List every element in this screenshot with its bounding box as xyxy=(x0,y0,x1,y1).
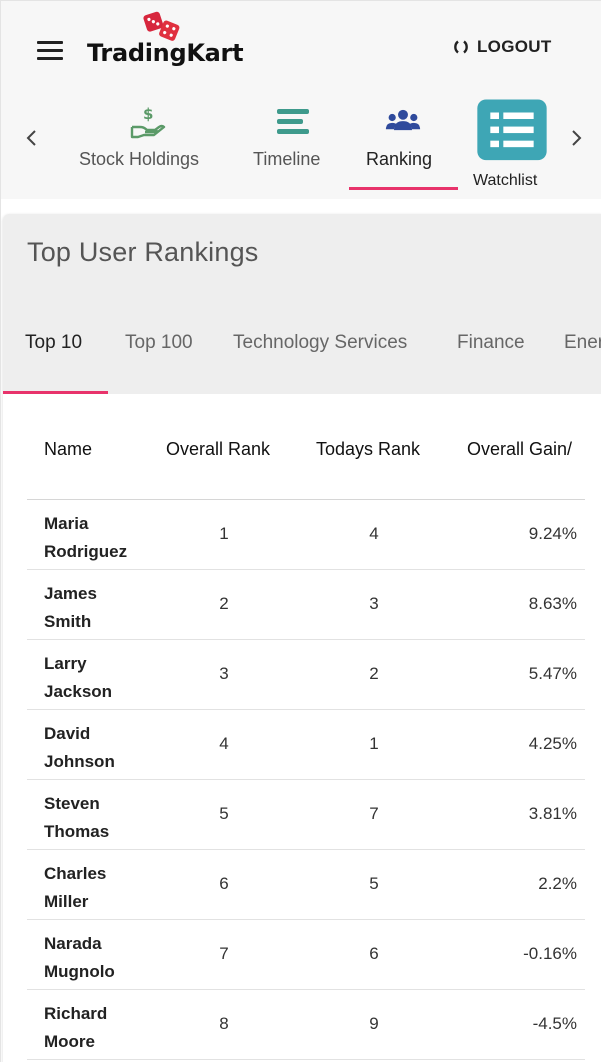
nav-tab-watchlist[interactable]: Watchlist xyxy=(473,93,551,193)
table-row[interactable]: James Smith 2 3 8.63% xyxy=(27,570,585,640)
column-header-todays-rank[interactable]: Todays Rank xyxy=(316,439,421,459)
users-group-icon xyxy=(385,109,421,131)
table-row[interactable]: Narada Mugnolo 7 6 -0.16% xyxy=(27,920,585,990)
overall-gain: -0.16% xyxy=(523,944,577,963)
tab-finance[interactable]: Finance xyxy=(457,332,525,353)
logout-label: LOGOUT xyxy=(477,37,552,56)
tab-energy[interactable]: Energy xyxy=(564,332,601,353)
todays-rank: 2 xyxy=(369,664,379,683)
money-hand-icon: $ xyxy=(130,105,166,139)
header-divider xyxy=(27,499,585,500)
user-name: David Johnson xyxy=(44,724,115,771)
nav-tab-label: Ranking xyxy=(366,149,433,169)
app-header: TradingKart LOGOUT xyxy=(1,1,601,93)
card-header: Top User Rankings Top 10 Top 100 Technol… xyxy=(3,214,601,394)
card-title: Top User Rankings xyxy=(27,237,259,267)
overall-gain: -4.5% xyxy=(532,1014,577,1033)
timeline-lines-icon xyxy=(277,109,309,134)
column-header-overall-rank[interactable]: Overall Rank xyxy=(166,439,271,459)
user-name: Larry Jackson xyxy=(44,654,113,701)
overall-rank: 5 xyxy=(219,804,229,823)
user-name: Maria Rodriguez xyxy=(44,514,128,561)
overall-gain: 3.81% xyxy=(528,804,577,823)
active-tab-indicator xyxy=(349,187,458,190)
table-row[interactable]: Maria Rodriguez 1 4 9.24% xyxy=(27,500,585,570)
todays-rank: 3 xyxy=(369,594,379,613)
active-tab-indicator xyxy=(3,391,108,394)
overall-gain: 5.47% xyxy=(528,664,577,683)
table-row[interactable]: Charles Miller 6 5 2.2% xyxy=(27,850,585,920)
hamburger-menu-button[interactable] xyxy=(37,41,65,63)
todays-rank: 6 xyxy=(369,944,379,963)
overall-rank: 3 xyxy=(219,664,229,683)
overall-rank: 4 xyxy=(219,734,229,753)
dice-logo-icon xyxy=(143,11,180,41)
todays-rank: 7 xyxy=(369,804,379,823)
chevron-left-icon[interactable] xyxy=(21,127,43,149)
nav-tab-label: Stock Holdings xyxy=(79,149,200,169)
overall-rank: 2 xyxy=(219,594,229,613)
category-nav: $ Stock Holdings Timeline Ranking xyxy=(1,93,601,199)
table-row[interactable]: Steven Thomas 5 7 3.81% xyxy=(27,780,585,850)
overall-rank: 1 xyxy=(219,524,229,543)
todays-rank: 1 xyxy=(369,734,379,753)
menu-icon-bar xyxy=(37,41,63,44)
column-header-name[interactable]: Name xyxy=(44,439,93,459)
menu-icon-bar xyxy=(37,49,63,52)
table-row[interactable]: David Johnson 4 1 4.25% xyxy=(27,710,585,780)
overall-rank: 8 xyxy=(219,1014,229,1033)
user-name: James Smith xyxy=(44,584,97,631)
list-icon xyxy=(477,99,547,161)
svg-text:$: $ xyxy=(143,105,153,123)
menu-icon-bar xyxy=(37,57,63,60)
user-name: Charles Miller xyxy=(44,864,107,911)
nav-tab-ranking[interactable]: Ranking xyxy=(365,93,445,193)
user-name: Richard Moore xyxy=(44,1004,108,1051)
tab-top-100[interactable]: Top 100 xyxy=(125,332,193,353)
nav-tab-timeline[interactable]: Timeline xyxy=(253,93,333,193)
user-name: Narada Mugnolo xyxy=(44,934,115,981)
overall-rank: 6 xyxy=(219,874,229,893)
overall-gain: 4.25% xyxy=(528,734,577,753)
logout-icon xyxy=(454,40,468,54)
overall-gain: 8.63% xyxy=(528,594,577,613)
nav-tab-stock-holdings[interactable]: $ Stock Holdings xyxy=(79,93,219,193)
todays-rank: 4 xyxy=(369,524,379,543)
user-name: Steven Thomas xyxy=(44,794,110,841)
overall-gain: 2.2% xyxy=(538,874,577,893)
todays-rank: 9 xyxy=(369,1014,379,1033)
rankings-card: Top User Rankings Top 10 Top 100 Technol… xyxy=(3,214,601,1062)
todays-rank: 5 xyxy=(369,874,379,893)
nav-tab-label: Watchlist xyxy=(473,171,538,189)
column-header-overall-gain[interactable]: Overall Gain/ xyxy=(467,439,573,459)
overall-rank: 7 xyxy=(219,944,229,963)
table-row[interactable]: Richard Moore 8 9 -4.5% xyxy=(27,990,585,1060)
table-row[interactable]: Larry Jackson 3 2 5.47% xyxy=(27,640,585,710)
overall-gain: 9.24% xyxy=(528,524,577,543)
logout-button[interactable]: LOGOUT xyxy=(452,35,552,59)
chevron-right-icon[interactable] xyxy=(565,127,587,149)
nav-tab-label: Timeline xyxy=(253,149,321,169)
tab-top-10[interactable]: Top 10 xyxy=(25,332,83,353)
brand-title[interactable]: TradingKart xyxy=(87,39,244,67)
tab-technology-services[interactable]: Technology Services xyxy=(233,332,408,353)
